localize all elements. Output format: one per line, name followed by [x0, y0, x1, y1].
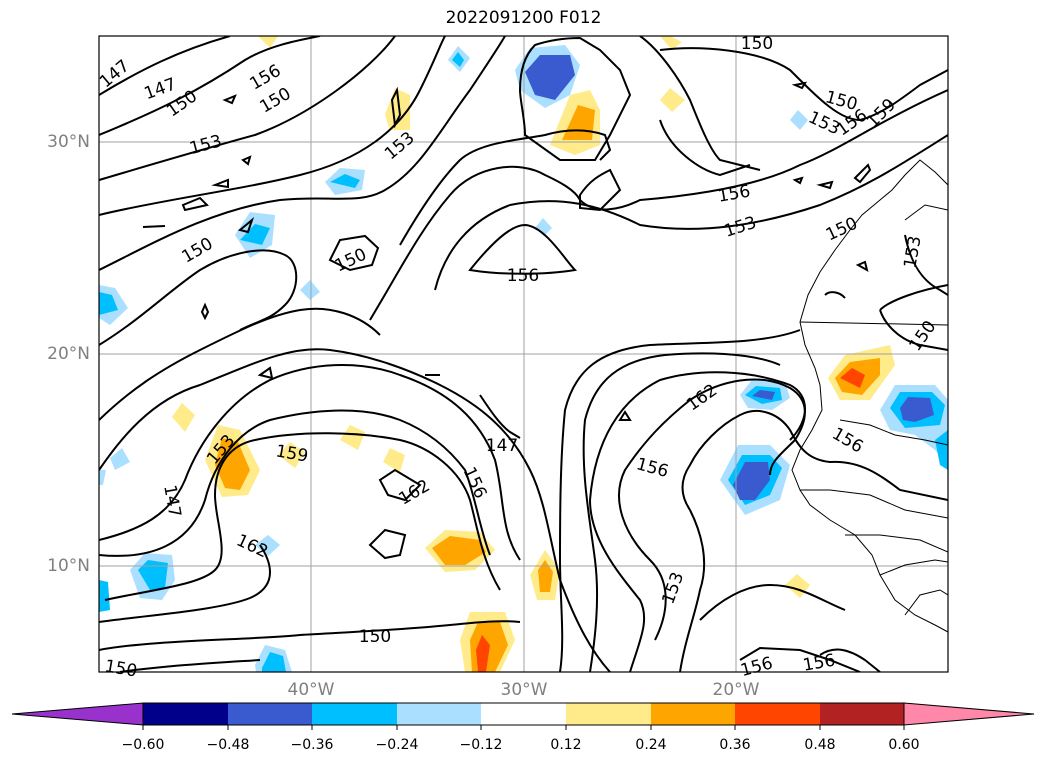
colorbar-segment — [228, 703, 312, 725]
contour-label: 156 — [459, 464, 491, 502]
contour-label: 150 — [332, 245, 370, 277]
contour-label: 162 — [233, 531, 271, 563]
contour-label: 150 — [905, 317, 940, 355]
contour-label: 150 — [359, 627, 391, 647]
lat-label-30n: 30°N — [47, 132, 90, 152]
contour-label: 162 — [395, 476, 433, 510]
colorbar-tick-label: 0.12 — [550, 737, 582, 753]
contour-label: 159 — [274, 441, 309, 466]
colorbar-segment — [397, 703, 481, 725]
colorbar-segment — [143, 703, 228, 725]
contour-label: 150 — [178, 234, 216, 268]
contour-label: 147 — [159, 483, 184, 518]
lat-label-20n: 20°N — [47, 344, 90, 364]
colorbar — [11, 702, 1035, 730]
colorbar-segment — [903, 702, 1035, 726]
colorbar-segment — [820, 703, 904, 725]
contour-label: 162 — [683, 380, 721, 415]
contour-label: 156 — [507, 266, 539, 286]
contour-label: 150 — [103, 656, 138, 681]
colorbar-tick-label: 0.24 — [635, 737, 667, 753]
colorbar-segment — [651, 703, 735, 725]
colorbar-tick-label: 0.48 — [804, 737, 836, 753]
contour-label: 159 — [863, 95, 900, 132]
colorbar-tick-label: 0.60 — [888, 737, 920, 753]
colorbar-tick-label: −0.36 — [290, 737, 334, 753]
colorbar-tick-label: −0.60 — [121, 737, 165, 753]
colorbar-segment — [566, 703, 651, 725]
lat-label-10n: 10°N — [47, 556, 90, 576]
colorbar-segment — [312, 703, 397, 725]
colorbar-segment — [11, 702, 144, 726]
colorbar-tick-label: 0.36 — [719, 737, 751, 753]
contour-label: 153 — [187, 131, 224, 159]
gridlines — [99, 36, 948, 672]
contour-label: 147 — [96, 56, 134, 92]
contour-label: 150 — [741, 34, 773, 54]
colorbar-tick-label: −0.48 — [206, 737, 250, 753]
contour-label: 156 — [828, 424, 866, 458]
contour-label: 147 — [486, 436, 518, 456]
lon-label-20w: 20°W — [712, 680, 760, 700]
coastlines — [791, 159, 948, 633]
shading-layer — [99, 36, 948, 672]
map-frame — [98, 35, 949, 673]
lon-label-30w: 30°W — [500, 680, 548, 700]
colorbar-tick-label: −0.12 — [459, 737, 503, 753]
contour-label: 153 — [900, 234, 925, 269]
contour-label: 153 — [658, 570, 688, 607]
contour-label: 153 — [722, 213, 759, 242]
lon-label-40w: 40°W — [287, 680, 335, 700]
contour-label: 156 — [634, 454, 671, 482]
colorbar-tick-label: −0.24 — [375, 737, 419, 753]
contour-label: 156 — [716, 181, 751, 206]
colorbar-segment — [735, 703, 820, 725]
contours — [99, 36, 948, 672]
colorbar-segment — [481, 703, 566, 725]
contour-labels: 147 147 150 150 153 156 150 153 150 150 … — [96, 34, 940, 682]
map-title: 2022091200 F012 — [445, 8, 602, 28]
